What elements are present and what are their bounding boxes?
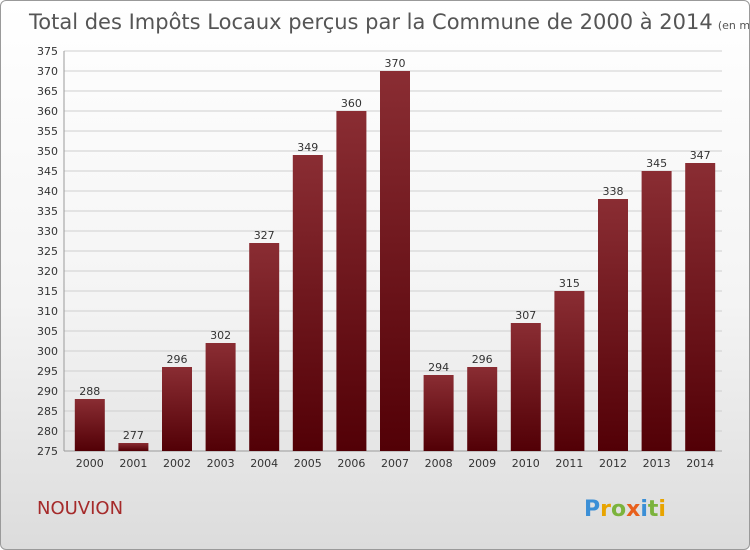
y-tick-label: 335	[37, 205, 58, 218]
chart-title: Total des Impôts Locaux perçus par la Co…	[28, 10, 749, 34]
x-tick-label: 2000	[76, 457, 104, 470]
x-tick-label: 2008	[425, 457, 453, 470]
x-axis-ticks: 2000 2001 2002 2003 2004 2005 2006 2007 2008 2009…	[76, 457, 714, 470]
x-tick-label: 2001	[119, 457, 147, 470]
logo-letter: o	[611, 497, 626, 522]
bar-2007	[380, 71, 410, 451]
bar-2014	[685, 163, 716, 451]
y-tick-label: 340	[37, 185, 58, 198]
logo-letter: r	[600, 497, 611, 522]
x-tick-label: 2009	[468, 457, 496, 470]
y-tick-label: 375	[37, 45, 58, 58]
bar-2008	[423, 375, 454, 451]
bar-value-label: 302	[210, 329, 231, 342]
bar-2011	[554, 291, 585, 451]
x-tick-label: 2013	[643, 457, 671, 470]
bar-2009	[467, 367, 498, 451]
logo-letter: i	[658, 497, 666, 522]
logo-letter: x	[626, 497, 640, 522]
x-tick-label: 2006	[337, 457, 365, 470]
y-tick-label: 320	[37, 265, 58, 278]
y-tick-label: 355	[37, 125, 58, 138]
bar-value-label: 294	[428, 361, 449, 374]
bars: 288 277 296 302 327 349 360 370 294 296 307 315 338 3…	[74, 57, 716, 451]
bar-value-label: 327	[254, 229, 275, 242]
bar-value-label: 338	[603, 185, 624, 198]
y-tick-label: 300	[37, 345, 58, 358]
y-tick-label: 365	[37, 85, 58, 98]
bar-2012	[598, 199, 628, 451]
bar-value-label: 345	[646, 157, 667, 170]
y-tick-label: 285	[37, 405, 58, 418]
bar-2006	[336, 111, 367, 451]
x-tick-label: 2014	[686, 457, 714, 470]
y-tick-label: 310	[37, 305, 58, 318]
y-tick-label: 280	[37, 425, 58, 438]
commune-name: NOUVION	[37, 498, 123, 519]
bar-2001	[118, 443, 149, 451]
bar-value-label: 315	[559, 277, 580, 290]
proxiti-logo: Proxiti	[584, 497, 666, 522]
bar-value-label: 360	[341, 97, 362, 110]
x-tick-label: 2002	[163, 457, 191, 470]
y-tick-label: 325	[37, 245, 58, 258]
bar-value-label: 347	[690, 149, 711, 162]
y-tick-label: 295	[37, 365, 58, 378]
chart-title-unit: (en milliers d'€)	[718, 19, 749, 32]
bar-2010	[510, 323, 541, 451]
bar-value-label: 296	[472, 353, 493, 366]
bar-2004	[249, 243, 280, 451]
x-tick-label: 2004	[250, 457, 278, 470]
y-axis-ticks: 275 280 285 290 295 300 305 310 315 320 325 330 335 3…	[37, 45, 58, 458]
y-tick-label: 345	[37, 165, 58, 178]
x-tick-label: 2003	[207, 457, 235, 470]
logo-text: Proxiti	[584, 497, 666, 522]
x-tick-label: 2012	[599, 457, 627, 470]
bar-value-label: 307	[515, 309, 536, 322]
bar-value-label: 296	[167, 353, 188, 366]
y-tick-label: 315	[37, 285, 58, 298]
y-tick-label: 275	[37, 445, 58, 458]
y-tick-label: 370	[37, 65, 58, 78]
logo-letter: t	[648, 497, 659, 522]
bar-value-label: 349	[297, 141, 318, 154]
logo-letter: i	[640, 497, 648, 522]
x-tick-label: 2005	[294, 457, 322, 470]
y-tick-label: 290	[37, 385, 58, 398]
y-tick-label: 350	[37, 145, 58, 158]
y-tick-label: 305	[37, 325, 58, 338]
y-tick-label: 360	[37, 105, 58, 118]
x-tick-label: 2010	[512, 457, 540, 470]
logo-letter: P	[584, 497, 600, 522]
bar-2000	[74, 399, 105, 451]
y-tick-label: 330	[37, 225, 58, 238]
bar-2013	[641, 171, 672, 451]
bar-2002	[162, 367, 192, 451]
x-tick-label: 2011	[555, 457, 583, 470]
chart-title-main: Total des Impôts Locaux perçus par la Co…	[28, 10, 713, 34]
bar-value-label: 370	[385, 57, 406, 70]
bar-value-label: 277	[123, 429, 144, 442]
bar-2003	[205, 343, 236, 451]
x-tick-label: 2007	[381, 457, 409, 470]
bar-value-label: 288	[79, 385, 100, 398]
bar-2005	[292, 155, 323, 451]
